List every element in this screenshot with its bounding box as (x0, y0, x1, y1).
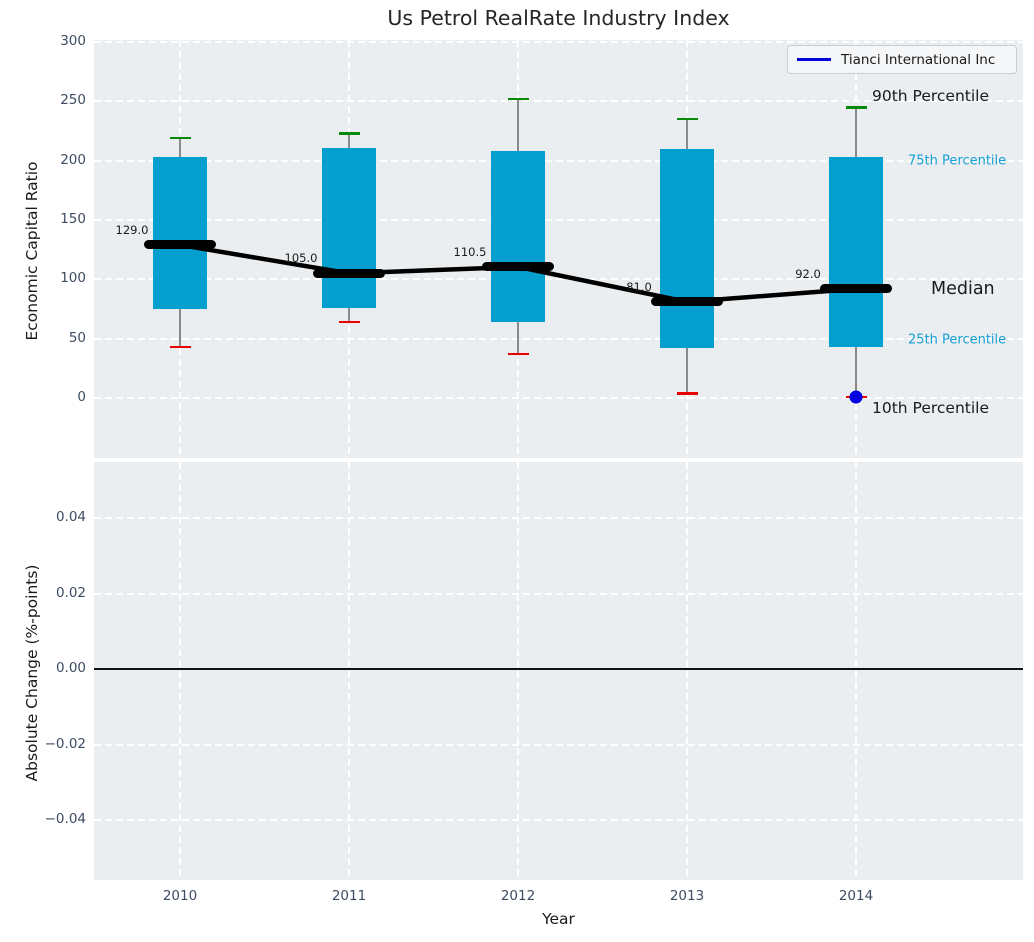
top-y-tick-label: 200 (60, 151, 86, 168)
median-marker (144, 240, 216, 250)
whisker-cap-10th (507, 352, 529, 356)
top-axes: 129.0 105.0 110.5 81.0 92.0 (94, 40, 1023, 458)
bottom-y-tick-label: −0.04 (44, 811, 86, 827)
median-value-label: 129.0 (115, 222, 149, 237)
top-y-tick-label: 300 (60, 33, 86, 49)
whisker-cap-90th (676, 117, 698, 121)
box-iqr (322, 147, 376, 308)
top-y-tick-label: 0 (77, 389, 86, 405)
gridline-horizontal (94, 219, 1023, 221)
gridline-vertical (855, 462, 857, 880)
median-value-label: 110.5 (453, 244, 487, 259)
top-y-tick-label: 50 (68, 329, 86, 346)
bottom-y-tick-label: −0.02 (44, 735, 86, 752)
top-y-tick-label: 100 (60, 270, 86, 287)
x-axis-label: Year (542, 910, 575, 928)
legend-line-swatch (797, 58, 831, 61)
whisker-cap-10th (676, 391, 698, 395)
annotation-p25: 25th Percentile (908, 332, 1007, 348)
gridline-vertical (179, 462, 181, 880)
gridline-horizontal (94, 517, 1023, 519)
bottom-y-tick-label: 0.00 (55, 660, 86, 676)
legend-label: Tianci International Inc (841, 51, 996, 68)
gridline-horizontal (94, 278, 1023, 281)
x-tick-label: 2011 (331, 888, 367, 904)
chart-title: Us Petrol RealRate Industry Index (387, 6, 730, 30)
whisker-cap-10th (338, 320, 360, 324)
x-tick-label: 2013 (669, 888, 705, 904)
whisker-cap-10th (169, 345, 191, 349)
box-iqr (829, 157, 883, 347)
top-y-axis-label: Economic Capital Ratio (23, 161, 41, 341)
median-value-label: 105.0 (284, 251, 318, 266)
top-y-tick-label: 150 (60, 211, 86, 227)
median-marker (820, 284, 892, 294)
bottom-y-tick-label: 0.04 (55, 509, 86, 525)
x-tick-label: 2014 (838, 888, 874, 904)
median-value-label: 92.0 (795, 266, 821, 281)
gridline-horizontal (94, 592, 1023, 595)
annotation-p90: 90th Percentile (872, 87, 990, 106)
gridline-horizontal (94, 337, 1023, 340)
box-iqr (491, 151, 545, 323)
gridline-vertical (686, 462, 688, 880)
median-marker (651, 297, 723, 307)
whisker-cap-90th (845, 105, 867, 109)
whisker-cap-90th (507, 97, 529, 101)
median-value-label: 81.0 (626, 279, 652, 294)
gridline-vertical (348, 462, 350, 880)
gridline-horizontal (94, 159, 1023, 162)
median-marker (482, 262, 554, 272)
gridline-horizontal (94, 100, 1023, 103)
median-marker (313, 268, 385, 278)
x-tick-label: 2012 (500, 888, 536, 904)
bottom-y-tick-label: 0.02 (55, 584, 86, 601)
company-data-point (849, 390, 863, 404)
gridline-horizontal (94, 397, 1023, 399)
gridline-horizontal (94, 743, 1023, 746)
top-y-tick-label: 250 (60, 92, 86, 109)
gridline-horizontal (94, 819, 1023, 821)
gridline-horizontal (94, 41, 1023, 43)
whisker-cap-90th (338, 132, 360, 135)
annotation-p75: 75th Percentile (908, 153, 1007, 169)
gridline-vertical (517, 462, 519, 880)
box-iqr (660, 148, 714, 349)
legend: Tianci International Inc (787, 45, 1017, 74)
whisker-cap-90th (169, 136, 191, 140)
annotation-median: Median (931, 278, 995, 299)
box-iqr (153, 157, 207, 309)
annotation-p10: 10th Percentile (872, 398, 990, 417)
bottom-axes (94, 462, 1023, 880)
zero-line (94, 668, 1023, 670)
x-tick-label: 2010 (162, 888, 198, 904)
